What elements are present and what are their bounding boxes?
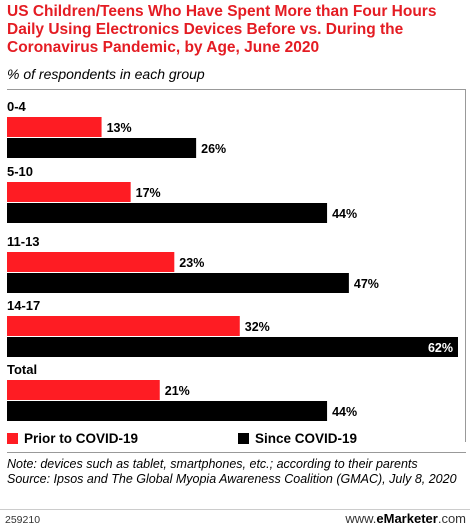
legend-label-since: Since COVID-19 — [255, 431, 358, 446]
bar-prior — [7, 316, 240, 336]
legend-swatch-prior — [7, 433, 18, 444]
top-divider — [7, 89, 466, 90]
bottom-divider — [0, 509, 470, 510]
bar-since — [7, 401, 328, 421]
bar-prior — [7, 117, 102, 137]
source-text: Source: Ipsos and The Global Myopia Awar… — [7, 472, 457, 486]
data-label: 47% — [354, 277, 379, 291]
bar-since — [7, 203, 328, 223]
data-label: 23% — [179, 256, 204, 270]
data-label: 32% — [245, 320, 270, 334]
brand-suffix: .com — [437, 511, 466, 526]
category-label: 11-13 — [7, 234, 40, 249]
category-label: 5-10 — [7, 164, 33, 179]
chart-subtitle: % of respondents in each group — [7, 66, 205, 82]
data-label: 21% — [165, 384, 190, 398]
legend-swatch-since — [238, 433, 249, 444]
bar-prior — [7, 182, 131, 202]
category-label: Total — [7, 362, 37, 377]
bar-since — [7, 273, 349, 293]
footer-divider — [7, 452, 466, 453]
bar-prior — [7, 252, 175, 272]
data-label: 13% — [107, 121, 132, 135]
chart-title: US Children/Teens Who Have Spent More th… — [7, 3, 437, 56]
legend-item-prior: Prior to COVID-19 — [7, 431, 138, 446]
right-divider — [465, 90, 466, 442]
data-label: 17% — [136, 186, 161, 200]
brand-logo[interactable]: www.eMarketer.com — [345, 511, 466, 526]
data-label: 44% — [332, 405, 357, 419]
footnote: Note: devices such as tablet, smartphone… — [7, 457, 463, 487]
bar-prior — [7, 380, 160, 400]
bar-since — [7, 138, 197, 158]
data-label: 44% — [332, 207, 357, 221]
data-label: 62% — [428, 341, 453, 355]
brand-prefix: www. — [345, 511, 377, 526]
note-text: Note: devices such as tablet, smartphone… — [7, 457, 418, 471]
data-label: 26% — [201, 142, 226, 156]
bar-since — [7, 337, 458, 357]
category-label: 0-4 — [7, 99, 27, 114]
legend-label-prior: Prior to COVID-19 — [24, 431, 139, 446]
legend-item-since: Since COVID-19 — [238, 431, 357, 446]
category-label: 14-17 — [7, 298, 40, 313]
chart-id: 259210 — [5, 514, 41, 526]
brand-name: eMarketer — [376, 511, 438, 526]
